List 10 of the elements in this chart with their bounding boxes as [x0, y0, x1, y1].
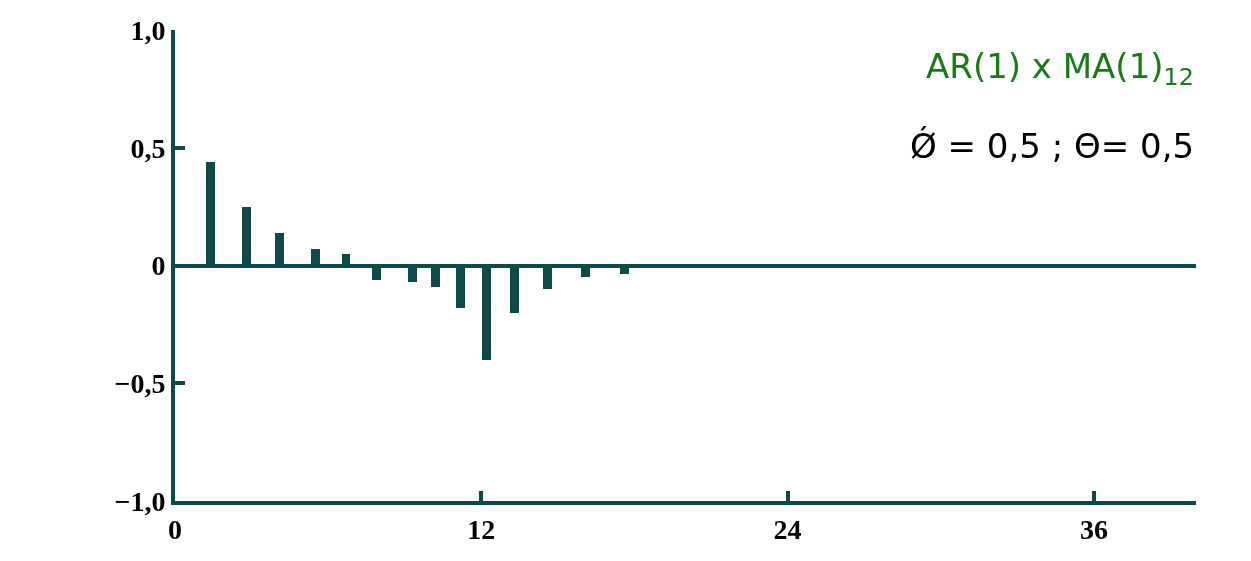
annotation: AR(1) x MA(1)$_{12}$	[926, 46, 1194, 92]
y-tick-label: −1,0	[114, 485, 166, 517]
x-tick-label: 24	[773, 513, 802, 545]
y-tick-label: −0,5	[114, 368, 166, 400]
y-tick-label: 0,5	[130, 132, 166, 164]
x-tick-label: 36	[1079, 513, 1108, 545]
y-tick-label: 1,0	[130, 14, 166, 46]
annotation: Ǿ = 0,5 ; Θ= 0,5	[910, 126, 1195, 166]
y-tick-label: 0	[151, 250, 166, 282]
x-tick-label: 12	[467, 513, 496, 545]
